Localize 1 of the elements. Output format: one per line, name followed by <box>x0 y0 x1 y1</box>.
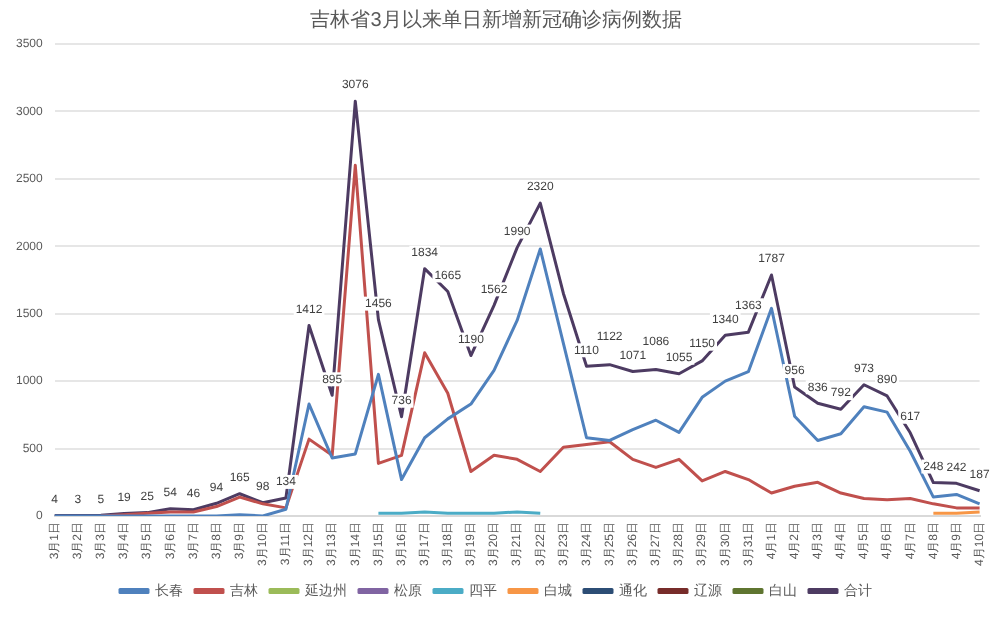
chart-title: 吉林省3月以来单日新增新冠确诊病例数据 <box>310 7 682 32</box>
